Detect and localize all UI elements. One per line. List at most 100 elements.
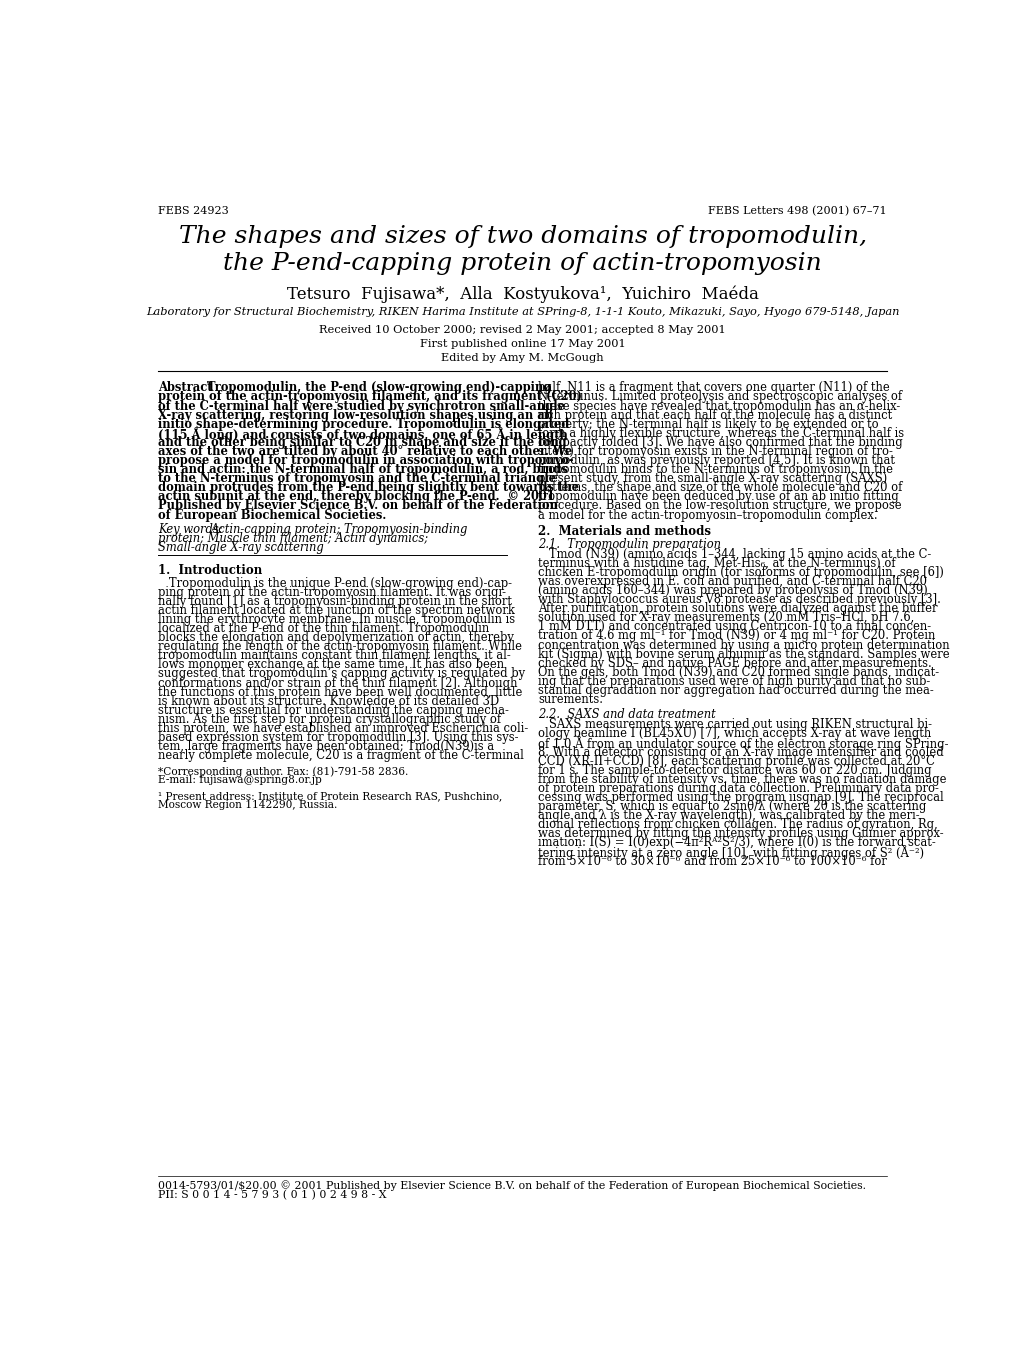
Text: Laboratory for Structural Biochemistry, RIKEN Harima Institute at SPring-8, 1-1-: Laboratory for Structural Biochemistry, … [146, 306, 899, 316]
Text: Key words:: Key words: [158, 523, 223, 537]
Text: domain protrudes from the P-end being slightly bent towards the: domain protrudes from the P-end being sl… [158, 481, 579, 494]
Text: solution used for X-ray measurements (20 mM Tris–HCl, pH 7.6,: solution used for X-ray measurements (20… [538, 612, 914, 624]
Text: was overexpressed in E. coli and purified, and C-terminal half C20: was overexpressed in E. coli and purifie… [538, 575, 926, 588]
Text: 1 mM DTT) and concentrated using Centricon-10 to a final concen-: 1 mM DTT) and concentrated using Centric… [538, 620, 930, 633]
Text: to the N-terminus of tropomyosin and the C-terminal triangle: to the N-terminus of tropomyosin and the… [158, 473, 556, 485]
Text: actin filament located at the junction of the spectrin network: actin filament located at the junction o… [158, 603, 515, 617]
Text: blocks the elongation and depolymerization of actin, thereby: blocks the elongation and depolymerizati… [158, 631, 514, 644]
Text: kit (Sigma) with bovine serum albumin as the standard. Samples were: kit (Sigma) with bovine serum albumin as… [538, 647, 949, 661]
Text: of 1.0 Å from an undulator source of the electron storage ring SPring-: of 1.0 Å from an undulator source of the… [538, 737, 948, 752]
Text: patterns, the shape and size of the whole molecule and C20 of: patterns, the shape and size of the whol… [538, 481, 902, 494]
Text: sin and actin: the N-terminal half of tropomodulin, a rod, binds: sin and actin: the N-terminal half of tr… [158, 463, 568, 477]
Text: stantial degradation nor aggregation had occurred during the mea-: stantial degradation nor aggregation had… [538, 684, 933, 697]
Text: nally found [1] as a tropomyosin-binding protein in the short: nally found [1] as a tropomyosin-binding… [158, 595, 512, 607]
Text: pomodulin, as was previously reported [4,5]. It is known that: pomodulin, as was previously reported [4… [538, 454, 895, 467]
Text: present study, from the small-angle X-ray scattering (SAXS): present study, from the small-angle X-ra… [538, 473, 887, 485]
Text: The shapes and sizes of two domains of tropomodulin,: The shapes and sizes of two domains of t… [178, 225, 866, 248]
Text: of the C-terminal half were studied by synchrotron small-angle: of the C-terminal half were studied by s… [158, 399, 565, 413]
Text: ology beamline I (BL45XU) [7], which accepts X-ray at wave length: ology beamline I (BL45XU) [7], which acc… [538, 727, 930, 741]
Text: dional reflections from chicken collagen. The radius of gyration, Rg,: dional reflections from chicken collagen… [538, 819, 937, 831]
Text: N-terminus. Limited proteolysis and spectroscopic analyses of: N-terminus. Limited proteolysis and spec… [538, 391, 902, 403]
Text: the functions of this protein have been well documented, little: the functions of this protein have been … [158, 685, 523, 699]
Text: Published by Elsevier Science B.V. on behalf of the Federation: Published by Elsevier Science B.V. on be… [158, 500, 557, 512]
Text: property; the N-terminal half is likely to be extended or to: property; the N-terminal half is likely … [538, 418, 878, 430]
Text: from the stability of intensity vs. time, there was no radiation damage: from the stability of intensity vs. time… [538, 772, 946, 786]
Text: tropomodulin maintains constant thin filament lengths, it al-: tropomodulin maintains constant thin fil… [158, 650, 511, 662]
Text: for 1 s. The sample-to-detector distance was 60 or 220 cm. Judging: for 1 s. The sample-to-detector distance… [538, 764, 931, 776]
Text: chicken E-tropomodulin origin (for isoforms of tropomodulin, see [6]): chicken E-tropomodulin origin (for isofo… [538, 565, 944, 579]
Text: compactly folded [3]. We have also confirmed that the binding: compactly folded [3]. We have also confi… [538, 436, 902, 449]
Text: based expression system for tropomodulin [3]. Using this sys-: based expression system for tropomodulin… [158, 731, 519, 744]
Text: 0014-5793/01/$20.00 © 2001 Published by Elsevier Science B.V. on behalf of the F: 0014-5793/01/$20.00 © 2001 Published by … [158, 1181, 866, 1192]
Text: Received 10 October 2000; revised 2 May 2001; accepted 8 May 2001: Received 10 October 2000; revised 2 May … [319, 326, 726, 335]
Text: site(s) for tropomyosin exists in the N-terminal region of tro-: site(s) for tropomyosin exists in the N-… [538, 445, 893, 458]
Text: suggested that tropomodulin’s capping activity is regulated by: suggested that tropomodulin’s capping ac… [158, 667, 525, 681]
Text: lining the erythrocyte membrane. In muscle, tropomodulin is: lining the erythrocyte membrane. In musc… [158, 613, 516, 627]
Text: angle and λ is the X-ray wavelength), was calibrated by the meri-: angle and λ is the X-ray wavelength), wa… [538, 809, 919, 823]
Text: tem, large fragments have been obtained; Tmod(N39)is a: tem, large fragments have been obtained;… [158, 740, 494, 753]
Text: SAXS measurements were carried out using RIKEN structural bi-: SAXS measurements were carried out using… [538, 718, 931, 731]
Text: structure is essential for understanding the capping mecha-: structure is essential for understanding… [158, 704, 508, 716]
Text: Moscow Region 1142290, Russia.: Moscow Region 1142290, Russia. [158, 799, 337, 810]
Text: Small-angle X-ray scattering: Small-angle X-ray scattering [158, 541, 324, 554]
Text: regulating the length of the actin-tropomyosin filament. While: regulating the length of the actin-tropo… [158, 640, 522, 654]
Text: parameter, S, which is equal to 2sinθ/λ (where 2θ is the scattering: parameter, S, which is equal to 2sinθ/λ … [538, 799, 925, 813]
Text: On the gels, both Tmod (N39) and C20 formed single bands, indicat-: On the gels, both Tmod (N39) and C20 for… [538, 666, 938, 678]
Text: tropomodulin have been deduced by use of an ab initio fitting: tropomodulin have been deduced by use of… [538, 490, 898, 504]
Text: from 5×10⁻⁶ to 30×10⁻⁶ and from 25×10⁻⁶ to 100×10⁻⁶ for: from 5×10⁻⁶ to 30×10⁻⁶ and from 25×10⁻⁶ … [538, 854, 887, 868]
Text: 8. With a detector consisting of an X-ray image intensifier and cooled: 8. With a detector consisting of an X-ra… [538, 745, 943, 759]
Text: checked by SDS– and native PAGE before and after measurements.: checked by SDS– and native PAGE before a… [538, 656, 931, 670]
Text: Actin-capping protein; Tropomyosin-binding: Actin-capping protein; Tropomyosin-bindi… [210, 523, 468, 537]
Text: E-mail: fujisawa@spring8.or.jp: E-mail: fujisawa@spring8.or.jp [158, 775, 322, 785]
Text: Tropomodulin, the P-end (slow-growing end)-capping: Tropomodulin, the P-end (slow-growing en… [207, 381, 551, 395]
Text: Edited by Amy M. McGough: Edited by Amy M. McGough [441, 353, 603, 362]
Text: Tmod (N39) (amino acids 1–344, lacking 15 amino acids at the C-: Tmod (N39) (amino acids 1–344, lacking 1… [538, 548, 930, 561]
Text: nearly complete molecule, C20 is a fragment of the C-terminal: nearly complete molecule, C20 is a fragm… [158, 749, 524, 763]
Text: CCD (XR-II+CCD) [8], each scattering profile was collected at 20°C: CCD (XR-II+CCD) [8], each scattering pro… [538, 755, 934, 768]
Text: of European Biochemical Societies.: of European Biochemical Societies. [158, 508, 386, 522]
Text: half, N11 is a fragment that covers one quarter (N11) of the: half, N11 is a fragment that covers one … [538, 381, 890, 395]
Text: PII: S 0 0 1 4 - 5 7 9 3 ( 0 1 ) 0 2 4 9 8 - X: PII: S 0 0 1 4 - 5 7 9 3 ( 0 1 ) 0 2 4 9… [158, 1190, 386, 1200]
Text: protein of the actin-tropomyosin filament, and its fragment (C20): protein of the actin-tropomyosin filamen… [158, 391, 582, 403]
Text: 2.2.  SAXS and data treatment: 2.2. SAXS and data treatment [538, 708, 715, 722]
Text: nism. As the first step for protein crystallographic study of: nism. As the first step for protein crys… [158, 712, 501, 726]
Text: FEBS 24923: FEBS 24923 [158, 206, 229, 215]
Text: tration of 4.6 mg ml⁻¹ for Tmod (N39) or 4 mg ml⁻¹ for C20. Protein: tration of 4.6 mg ml⁻¹ for Tmod (N39) or… [538, 629, 934, 643]
Text: imation: I(S) = I(0)exp(−4π²Rᴬ²S²/3), where I(0) is the forward scat-: imation: I(S) = I(0)exp(−4π²Rᴬ²S²/3), wh… [538, 836, 935, 850]
Text: conformations and/or strain of the thin filament [2]. Although: conformations and/or strain of the thin … [158, 677, 518, 689]
Text: ping protein of the actin-tropomyosin filament. It was origi-: ping protein of the actin-tropomyosin fi… [158, 586, 506, 599]
Text: First published online 17 May 2001: First published online 17 May 2001 [420, 339, 625, 349]
Text: lows monomer exchange at the same time. It has also been: lows monomer exchange at the same time. … [158, 658, 504, 671]
Text: Tetsuro  Fujisawa*,  Alla  Kostyukova¹,  Yuichiro  Maéda: Tetsuro Fujisawa*, Alla Kostyukova¹, Yui… [286, 285, 758, 302]
Text: form a highly flexible structure, whereas the C-terminal half is: form a highly flexible structure, wherea… [538, 426, 904, 440]
Text: is known about its structure. Knowledge of its detailed 3D: is known about its structure. Knowledge … [158, 695, 499, 708]
Text: 2.1.  Tropomodulin preparation: 2.1. Tropomodulin preparation [538, 538, 720, 550]
Text: FEBS Letters 498 (2001) 67–71: FEBS Letters 498 (2001) 67–71 [707, 206, 887, 217]
Text: these species have revealed that tropomodulin has an α-helix-: these species have revealed that tropomo… [538, 399, 900, 413]
Text: After purification, protein solutions were dialyzed against the buffer: After purification, protein solutions we… [538, 602, 936, 616]
Text: cessing was performed using the program iisgnap [9]. The reciprocal: cessing was performed using the program … [538, 791, 943, 804]
Text: the P-end-capping protein of actin-tropomyosin: the P-end-capping protein of actin-tropo… [223, 252, 821, 275]
Text: concentration was determined by using a micro protein determination: concentration was determined by using a … [538, 639, 949, 651]
Text: propose a model for tropomodulin in association with tropomyo-: propose a model for tropomodulin in asso… [158, 454, 574, 467]
Text: Abstract: Abstract [158, 381, 213, 395]
Text: tropomodulin binds to the N-terminus of tropomyosin. In the: tropomodulin binds to the N-terminus of … [538, 463, 893, 477]
Text: procedure. Based on the low-resolution structure, we propose: procedure. Based on the low-resolution s… [538, 500, 901, 512]
Text: this protein, we have established an improved Escherichia coli-: this protein, we have established an imp… [158, 722, 528, 735]
Text: a model for the actin-tropomyosin–tropomodulin complex.: a model for the actin-tropomyosin–tropom… [538, 508, 877, 522]
Text: rich protein and that each half of the molecule has a distinct: rich protein and that each half of the m… [538, 409, 892, 422]
Text: initio shape-determining procedure. Tropomodulin is elongated: initio shape-determining procedure. Trop… [158, 418, 570, 430]
Text: 1.  Introduction: 1. Introduction [158, 564, 263, 577]
Text: actin subunit at the end, thereby blocking the P-end.  © 2001: actin subunit at the end, thereby blocki… [158, 490, 554, 504]
Text: terminus with a histidine tag, Met-His₆, at the N-terminus) of: terminus with a histidine tag, Met-His₆,… [538, 557, 895, 569]
Text: ¹ Present address: Institute of Protein Research RAS, Pushchino,: ¹ Present address: Institute of Protein … [158, 791, 502, 801]
Text: *Corresponding author. Fax: (81)-791-58 2836.: *Corresponding author. Fax: (81)-791-58 … [158, 765, 409, 776]
Text: of protein preparations during data collection. Preliminary data pro-: of protein preparations during data coll… [538, 782, 938, 795]
Text: (amino acids 160–344) was prepared by proteolysis of Tmod (N39): (amino acids 160–344) was prepared by pr… [538, 584, 927, 597]
Text: axes of the two are tilted by about 40° relative to each other. We: axes of the two are tilted by about 40° … [158, 445, 573, 458]
Text: was determined by fitting the intensity profiles using Guinier approx-: was determined by fitting the intensity … [538, 827, 943, 840]
Text: with Staphylococcus aureus V8 protease as described previously [3].: with Staphylococcus aureus V8 protease a… [538, 592, 941, 606]
Text: (115 Å long) and consists of two domains, one of 65 Å in length: (115 Å long) and consists of two domains… [158, 426, 568, 441]
Text: X-ray scattering, restoring low-resolution shapes using an ab: X-ray scattering, restoring low-resoluti… [158, 409, 552, 422]
Text: localized at the P-end of the thin filament. Tropomodulin: localized at the P-end of the thin filam… [158, 622, 489, 635]
